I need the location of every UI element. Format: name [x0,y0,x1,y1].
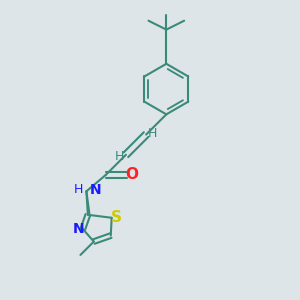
Text: H: H [115,150,124,163]
Text: S: S [111,210,122,225]
Text: H: H [74,183,83,196]
Text: H: H [148,127,158,140]
Text: N: N [89,183,101,197]
Text: N: N [73,222,85,236]
Text: O: O [125,167,138,182]
